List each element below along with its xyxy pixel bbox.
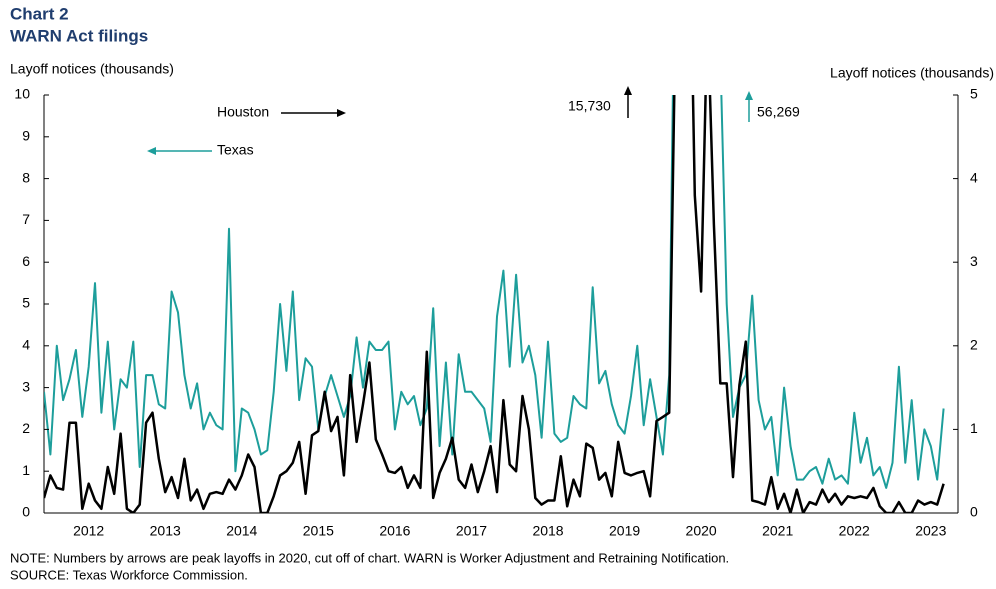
- x-tick-label: 2023: [915, 523, 946, 539]
- y-tick-label: 2: [22, 420, 30, 436]
- y2-tick-label: 2: [970, 337, 978, 353]
- y-tick-label: 1: [22, 462, 30, 478]
- arrow-head: [745, 91, 753, 100]
- y-tick-label: 0: [22, 504, 30, 520]
- x-tick-label: 2016: [379, 523, 410, 539]
- y2-tick-label: 1: [970, 420, 978, 436]
- plot-area: [44, 95, 945, 513]
- arrow-head: [147, 147, 156, 155]
- chart-title: Chart 2: [10, 4, 69, 23]
- x-tick-label: 2013: [150, 523, 181, 539]
- x-tick-label: 2019: [609, 523, 640, 539]
- series-line: [44, 95, 945, 489]
- y2-tick-label: 3: [970, 253, 978, 269]
- series-line: [44, 95, 945, 513]
- x-tick-label: 2015: [303, 523, 334, 539]
- x-tick-label: 2018: [532, 523, 563, 539]
- x-tick-label: 2022: [839, 523, 870, 539]
- arrow-head: [624, 86, 632, 95]
- y-tick-label: 8: [22, 169, 30, 185]
- y-tick-label: 9: [22, 128, 30, 144]
- y-tick-label: 6: [22, 253, 30, 269]
- arrow-head: [337, 109, 346, 117]
- y-tick-label: 10: [14, 86, 30, 102]
- y-axis-label: Layoff notices (thousands): [10, 61, 174, 77]
- y-tick-label: 4: [22, 337, 30, 353]
- annotation: 15,730: [568, 98, 611, 114]
- y2-tick-label: 4: [970, 169, 978, 185]
- y2-tick-label: 0: [970, 504, 978, 520]
- x-tick-label: 2020: [686, 523, 717, 539]
- y2-axis-label: Layoff notices (thousands): [830, 65, 994, 81]
- y2-tick-label: 5: [970, 86, 978, 102]
- x-tick-label: 2012: [73, 523, 104, 539]
- source: SOURCE: Texas Workforce Commission.: [10, 567, 248, 582]
- legend-label: Houston: [217, 104, 269, 120]
- y-tick-label: 7: [22, 211, 30, 227]
- y-tick-label: 5: [22, 295, 30, 311]
- legend-label: Texas: [217, 142, 254, 158]
- x-tick-label: 2017: [456, 523, 487, 539]
- x-tick-label: 2021: [762, 523, 793, 539]
- annotation: 56,269: [757, 104, 800, 120]
- y-tick-label: 3: [22, 378, 30, 394]
- chart-subtitle: WARN Act filings: [10, 26, 148, 45]
- x-tick-label: 2014: [226, 523, 257, 539]
- note: NOTE: Numbers by arrows are peak layoffs…: [10, 550, 729, 565]
